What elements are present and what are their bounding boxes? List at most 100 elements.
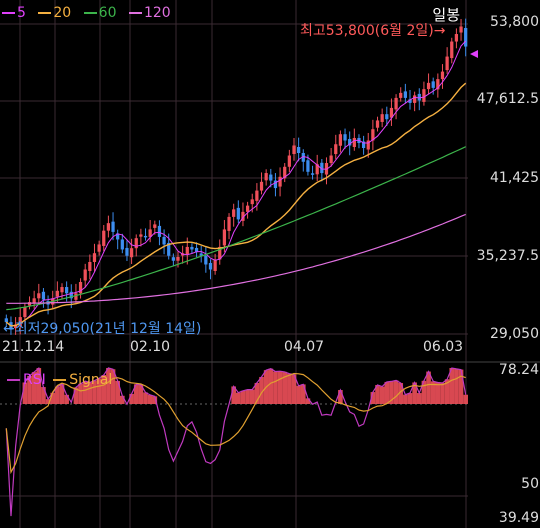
candle-body [185, 246, 189, 255]
rsi-legend-label: RSI [23, 372, 46, 388]
candle-body [204, 255, 208, 265]
rsi-overbought-fill [384, 381, 390, 404]
rsi-overbought-fill [236, 392, 241, 404]
candle-body [218, 246, 222, 260]
min-price-label: ←최저29,050(21년 12월 14일) [3, 321, 202, 337]
candle-body [97, 244, 101, 252]
rsi-overbought-fill [41, 387, 46, 404]
rsi-overbought-fill [50, 392, 56, 404]
candle-body [129, 248, 134, 258]
ma20-line [5, 82, 467, 327]
signal-line [5, 372, 466, 475]
rsi-overbought-fill [120, 395, 125, 404]
rsi-overbought-fill [268, 368, 274, 404]
candle-body [139, 234, 143, 237]
candle-body [273, 180, 278, 189]
price-tick: 53,800 [490, 14, 539, 30]
candle-body [222, 229, 227, 246]
candle-body [194, 247, 199, 252]
candle-body [464, 28, 468, 47]
price-tick: 29,050 [490, 326, 539, 342]
candle-body [436, 79, 440, 90]
candle-body [431, 81, 435, 88]
candle-body [361, 141, 366, 148]
candle-body [41, 291, 46, 300]
candle-body [292, 145, 296, 155]
rsi-overbought-fill [379, 386, 385, 404]
candle-body [37, 293, 41, 299]
rsi-overbought-fill [55, 386, 60, 404]
candle-body [241, 211, 245, 221]
rsi-overbought-fill [147, 394, 153, 404]
rsi-overbought-fill [435, 382, 441, 404]
candle-body [403, 91, 407, 98]
rsi-overbought-fill [375, 384, 380, 404]
candle-body [306, 160, 310, 172]
candle-body [167, 242, 171, 256]
rsi-overbought-fill [430, 381, 436, 404]
rsi-overbought-fill [277, 371, 283, 404]
price-tick: 47,612.5 [476, 91, 539, 107]
rsi-overbought-fill [282, 371, 288, 404]
period-label[interactable]: 일봉 [432, 6, 460, 24]
candle-body [399, 92, 403, 98]
rsi-tick: 50 [521, 476, 539, 492]
ma60-line [6, 146, 466, 311]
candle-body [4, 318, 8, 323]
candle-body [371, 129, 375, 141]
candle-body [27, 302, 32, 306]
candle-body [157, 225, 162, 237]
candle-body [320, 162, 324, 174]
candle-body [445, 56, 449, 71]
rsi-overbought-fill [458, 369, 464, 404]
candle-body [74, 293, 78, 300]
rsi-overbought-fill [398, 383, 404, 404]
rsi-overbought-fill [449, 368, 455, 404]
candle-body [227, 216, 231, 231]
candle-body [343, 134, 347, 141]
current-price-marker [470, 50, 478, 58]
rsi-overbought-fill [305, 398, 311, 404]
rsi-overbought-fill [31, 372, 37, 404]
candle-body [352, 137, 356, 147]
candle-body [148, 229, 152, 237]
candle-body [171, 257, 175, 261]
price-tick: 41,425 [490, 170, 539, 186]
candle-body [13, 324, 18, 329]
rsi-overbought-fill [287, 373, 292, 404]
rsi-overbought-fill [110, 369, 116, 404]
candle-body [440, 71, 445, 80]
candle-body [348, 138, 352, 146]
rsi-overbought-fill [296, 385, 301, 404]
candle-body [55, 290, 59, 297]
rsi-overbought-fill [338, 390, 343, 404]
candle-body [69, 291, 73, 299]
candle-body [65, 287, 69, 294]
rsi-line [5, 367, 467, 517]
rsi-overbought-fill [133, 384, 139, 404]
rsi-overbought-fill [259, 376, 264, 404]
candle-body [459, 26, 463, 33]
rsi-overbought-fill [106, 368, 111, 404]
max-price-label: 최고53,800(6월 2일)→ [300, 23, 446, 39]
candle-body [315, 164, 319, 175]
candle-body [120, 239, 124, 250]
legend-ma120: 120 [128, 5, 171, 21]
rsi-overbought-fill [129, 393, 134, 404]
candle-body [60, 287, 64, 293]
candle-body [199, 253, 203, 256]
candle-body [297, 146, 301, 154]
rsi-overbought-fill [45, 399, 51, 404]
candle-body [106, 223, 111, 231]
candle-body [413, 95, 417, 103]
rsi-tick: 39.49 [498, 510, 539, 526]
candle-body [269, 174, 273, 181]
rsi-overbought-fill [87, 382, 93, 404]
candle-body [134, 238, 138, 249]
rsi-overbought-fill [393, 380, 399, 404]
legend-ma5: 5 [2, 5, 26, 21]
candle-body [162, 236, 166, 245]
price-tick: 35,237.5 [476, 248, 539, 264]
rsi-overbought-fill [291, 374, 297, 404]
rsi-overbought-fill [300, 384, 306, 404]
